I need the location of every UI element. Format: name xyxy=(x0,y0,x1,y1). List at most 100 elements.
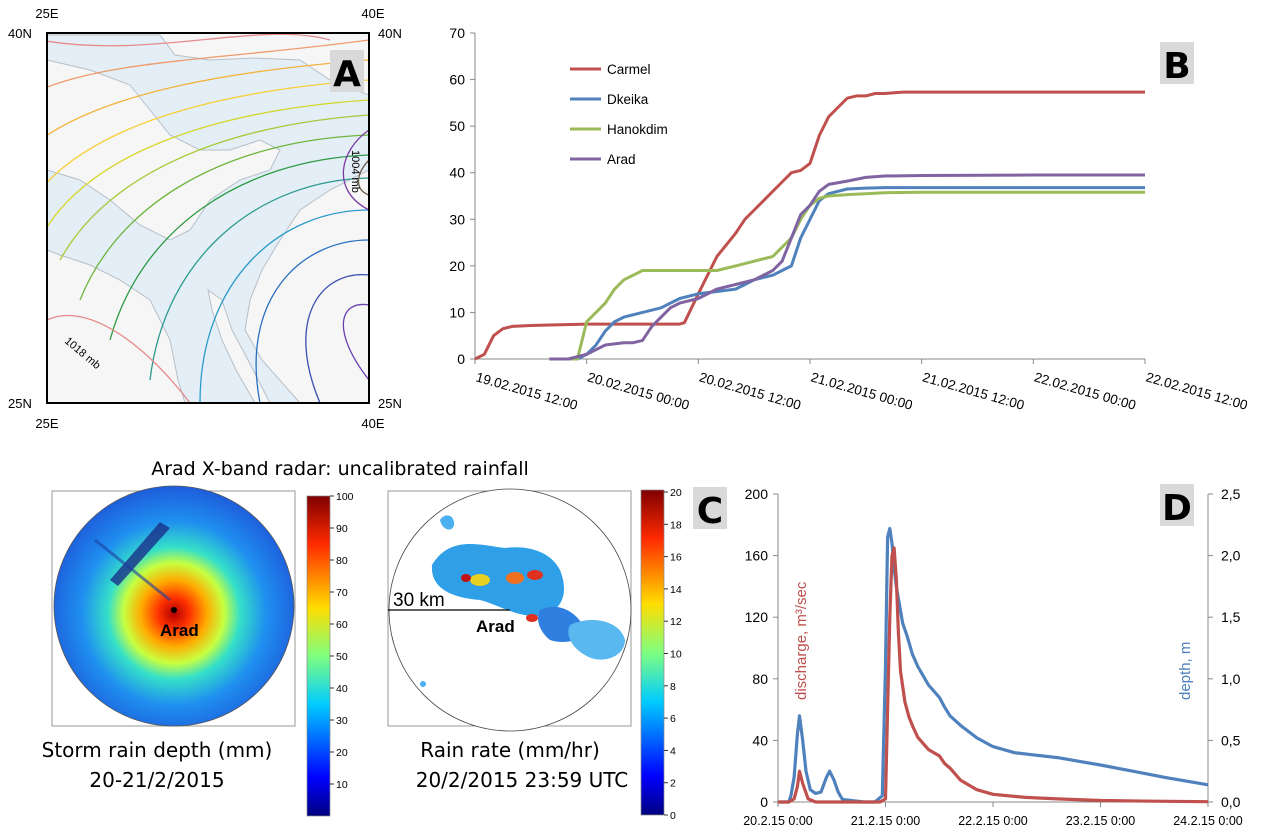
colorbar-tick-label: 60 xyxy=(336,619,348,631)
b-y-tick-label: 30 xyxy=(449,211,465,227)
d-y2-tick-label: 1,0 xyxy=(1221,671,1241,687)
radar-left-beam xyxy=(94,538,171,602)
d-ylabel-right: depth, m xyxy=(1177,642,1194,700)
b-y-tick-label: 10 xyxy=(449,304,465,320)
coord-40e-top: 40E xyxy=(361,6,384,21)
b-legend-label: Dkeika xyxy=(607,92,649,107)
panel-b-legend: Carmel Dkeika Hanokdim Arad xyxy=(570,62,668,167)
radar-right-caption-2: 20/2/2015 23:59 UTC xyxy=(416,768,629,792)
b-series-line-carmel xyxy=(474,90,1145,361)
b-y-tick-label: 20 xyxy=(449,258,465,274)
panel-b-series xyxy=(474,90,1145,361)
coord-25e-bottom: 25E xyxy=(35,416,58,431)
radar-right-scale-label: 30 km xyxy=(393,590,445,611)
d-y-tick-label: 0 xyxy=(760,794,768,810)
d-ylabel-left: discharge, m³/sec xyxy=(793,581,810,700)
radar-right-rain-cells xyxy=(420,515,625,687)
b-x-tick-label: 22.02.2015 12:00 xyxy=(1144,369,1249,412)
radar-left-disc xyxy=(53,485,295,727)
colorbar-tick-label: 14 xyxy=(670,584,682,596)
d-y-tick-label: 200 xyxy=(745,486,769,502)
d-y-tick-label: 80 xyxy=(752,671,768,687)
b-y-tick-label: 60 xyxy=(449,72,465,88)
radar-title: Arad X-band radar: uncalibrated rainfall xyxy=(151,458,529,480)
colorbar-tick-label: 10 xyxy=(670,649,682,661)
panel-b-letter: B xyxy=(1163,46,1190,87)
coord-40n-right: 40N xyxy=(378,26,402,41)
b-legend-label: Arad xyxy=(607,152,636,167)
radar-left-caption-1: Storm rain depth (mm) xyxy=(42,738,273,762)
d-x-tick-label: 23.2.15 0:00 xyxy=(1066,814,1136,828)
isobar-label-1004: 1004 mb xyxy=(349,150,361,193)
coord-25n-left: 25N xyxy=(8,396,32,411)
d-y2-tick-label: 0,5 xyxy=(1221,732,1241,748)
colorbar-tick-label: 6 xyxy=(670,713,676,725)
colorbar-tick-label: 20 xyxy=(670,487,682,499)
d-y-tick-label: 160 xyxy=(745,548,769,564)
b-series-line-hanokdim xyxy=(549,190,1145,361)
d-x-tick-label: 21.2.15 0:00 xyxy=(851,814,921,828)
b-legend-label: Carmel xyxy=(607,62,651,77)
d-y2-tick-label: 0,0 xyxy=(1221,794,1241,810)
colorbar-left-ticks: 100 90 80 70 60 50 40 30 20 10 xyxy=(330,491,354,791)
colorbar-tick-label: 2 xyxy=(670,778,676,790)
b-x-tick-label: 21.02.2015 12:00 xyxy=(921,369,1026,412)
radar-left-caption-2: 20-21/2/2015 xyxy=(89,768,224,792)
panel-c-letter-bg xyxy=(693,487,727,529)
colorbar-tick-label: 50 xyxy=(336,651,348,663)
colorbar-right xyxy=(640,489,665,816)
colorbar-tick-label: 90 xyxy=(336,523,348,535)
panel-c-letter: C xyxy=(697,491,723,532)
colorbar-left xyxy=(306,495,331,817)
radar-left-streak xyxy=(110,522,170,586)
d-y2-tick-label: 2,5 xyxy=(1221,486,1241,502)
colorbar-tick-label: 18 xyxy=(670,519,682,531)
panel-b-letter-bg xyxy=(1160,42,1194,84)
d-y-tick-label: 40 xyxy=(752,732,768,748)
d-y2-tick-label: 1,5 xyxy=(1221,609,1241,625)
radar-left-city: Arad xyxy=(160,621,199,640)
isobar-contours xyxy=(47,33,369,403)
b-x-tick-label: 20.02.2015 12:00 xyxy=(698,369,803,412)
b-legend-label: Hanokdim xyxy=(607,122,668,137)
colorbar-tick-label: 4 xyxy=(670,745,676,757)
b-x-tick-label: 22.02.2015 00:00 xyxy=(1033,369,1138,412)
coord-25e-top: 25E xyxy=(35,6,58,21)
d-x-tick-label: 22.2.15 0:00 xyxy=(958,814,1028,828)
colorbar-tick-label: 8 xyxy=(670,681,676,693)
d-x-tick-label: 24.2.15 0:00 xyxy=(1173,814,1243,828)
b-y-tick-label: 70 xyxy=(449,25,465,41)
panel-c-radar: Arad X-band radar: uncalibrated rainfall… xyxy=(42,458,727,822)
panel-d-chart: 0 40 80 120 160 200 0,0 0,5 1,0 1,5 2,0 2,5 20.2.15 … xyxy=(743,484,1243,828)
panel-a-letter: A xyxy=(333,54,361,95)
panel-d-axes: 0 40 80 120 160 200 0,0 0,5 1,0 1,5 2,0 2,5 20.2.15 … xyxy=(743,486,1243,828)
b-y-tick-label: 40 xyxy=(449,165,465,181)
panel-d-letter: D xyxy=(1162,488,1192,529)
b-series-line-dkeika xyxy=(549,186,1145,361)
b-series-line-arad xyxy=(549,173,1145,361)
colorbar-tick-label: 16 xyxy=(670,552,682,564)
colorbar-tick-label: 12 xyxy=(670,616,682,628)
map-red-sea xyxy=(207,288,271,403)
panel-d-letter-bg xyxy=(1160,484,1194,526)
coord-25n-right: 25N xyxy=(378,396,402,411)
coord-40n-left: 40N xyxy=(8,26,32,41)
map-frame xyxy=(46,32,370,404)
d-x-tick-label: 20.2.15 0:00 xyxy=(743,814,813,828)
coord-40e-bottom: 40E xyxy=(361,416,384,431)
colorbar-tick-label: 80 xyxy=(336,555,348,567)
panel-d-series xyxy=(778,526,1209,804)
colorbar-tick-label: 20 xyxy=(336,747,348,759)
panel-a-map: 1004 mb 1018 mb 25E 40E 40N 40N 25N 25N … xyxy=(8,6,402,431)
b-x-tick-label: 21.02.2015 00:00 xyxy=(809,369,914,412)
d-series-line-discharge xyxy=(778,546,1209,804)
d-y2-tick-label: 2,0 xyxy=(1221,548,1241,564)
radar-left-site xyxy=(171,607,177,613)
b-y-tick-label: 0 xyxy=(457,351,465,367)
colorbar-tick-label: 0 xyxy=(670,810,676,822)
colorbar-tick-label: 40 xyxy=(336,683,348,695)
panel-a-letter-bg xyxy=(330,50,364,92)
colorbar-tick-label: 30 xyxy=(336,715,348,727)
